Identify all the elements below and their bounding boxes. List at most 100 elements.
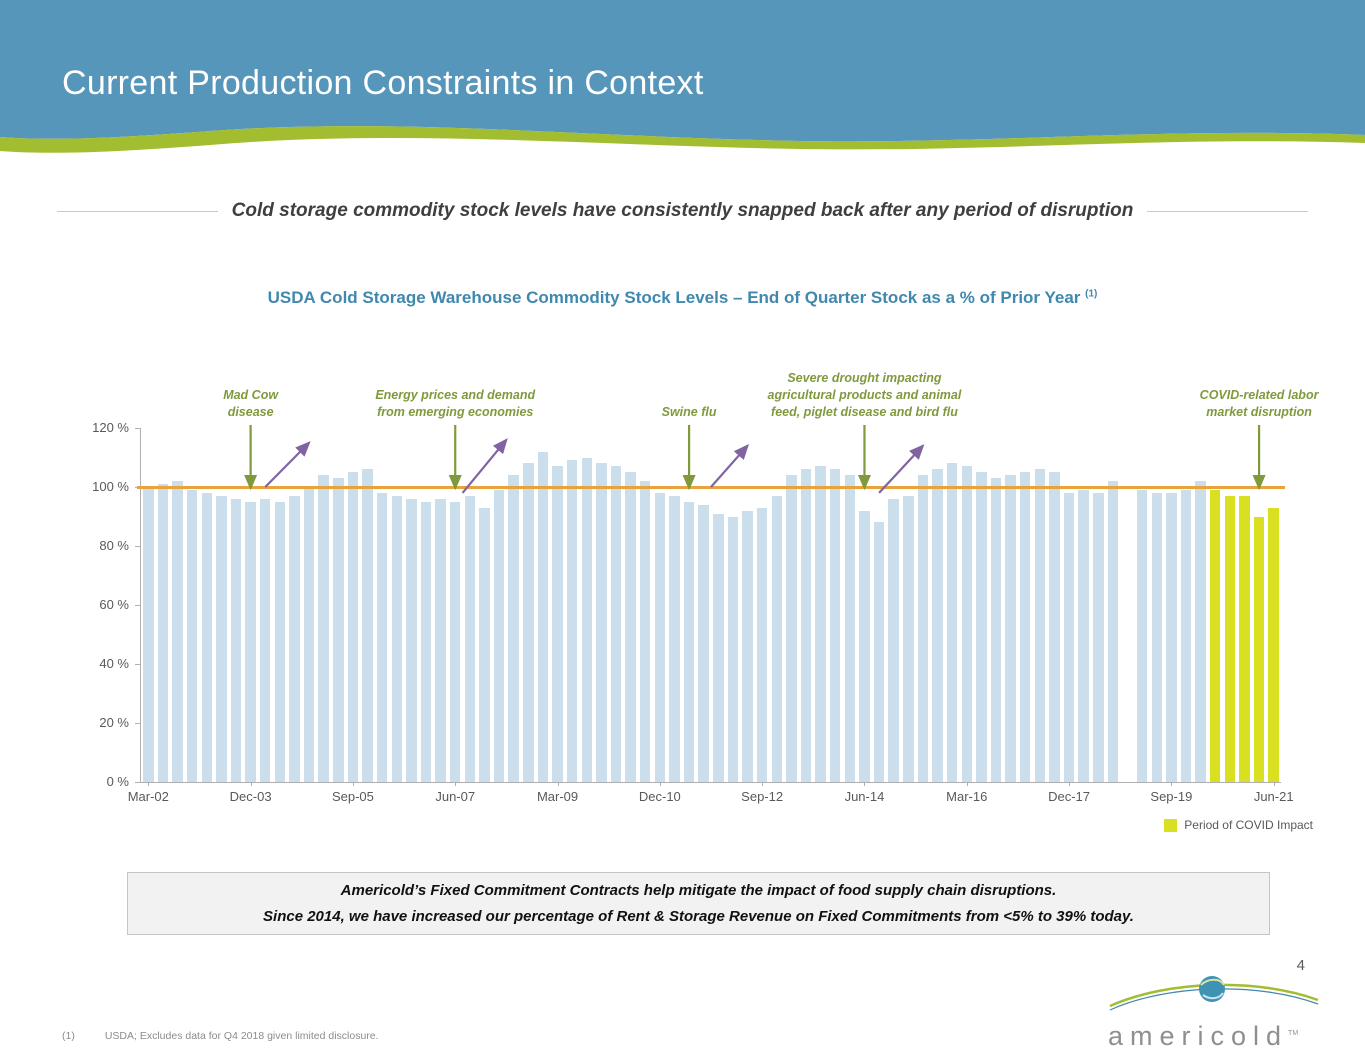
annotation-note: Mad Cow disease xyxy=(121,387,381,421)
subtitle-rule-left xyxy=(57,210,218,212)
header-wave-graphic xyxy=(0,0,1365,153)
bar-Sep-11 xyxy=(698,504,709,782)
bar-Dec-04 xyxy=(303,487,315,782)
bar-Dec-17 xyxy=(1063,492,1075,782)
bar-Jun-15 xyxy=(917,475,929,782)
bar-Mar-05 xyxy=(318,475,329,782)
bar-Jun-05 xyxy=(333,478,344,782)
x-tick-mark xyxy=(762,782,764,786)
bar-Dec-10 xyxy=(654,492,666,782)
bar-Jun-07 xyxy=(449,501,461,782)
bar-Mar-08 xyxy=(493,489,505,782)
logo-wordmark: americoldTM xyxy=(1108,1021,1320,1052)
x-tick-label: Sep-19 xyxy=(1150,789,1193,804)
x-tick-mark xyxy=(148,782,150,786)
bar-Jun-02 xyxy=(157,484,169,782)
bar-Mar-02 xyxy=(143,487,154,782)
y-tick-label: 100 % xyxy=(92,479,129,494)
y-tick-mark xyxy=(135,605,141,606)
bar-Mar-20 xyxy=(1195,481,1206,782)
bar-Dec-20 xyxy=(1239,495,1250,782)
bar-Mar-11 xyxy=(669,495,680,782)
bar-Jun-21 xyxy=(1268,507,1279,782)
recovery-arrow xyxy=(710,444,749,488)
bar-Sep-19 xyxy=(1166,492,1177,782)
annotation-note-line: Mad Cow xyxy=(223,388,279,403)
bar-Dec-15 xyxy=(946,463,958,782)
footnote-text: USDA; Excludes data for Q4 2018 given li… xyxy=(104,1030,379,1042)
reference-line-100pct xyxy=(137,485,1285,489)
annotation-note-line: from emerging economies xyxy=(377,405,534,420)
bar-Mar-12 xyxy=(727,516,739,782)
chart-title-text: USDA Cold Storage Warehouse Commodity St… xyxy=(267,288,1081,307)
x-tick-mark xyxy=(1171,782,1173,786)
page-number: 4 xyxy=(1296,957,1305,974)
x-tick-label: Mar-16 xyxy=(946,789,988,804)
annotation-note-line: Severe drought impacting xyxy=(787,371,942,386)
bar-Sep-15 xyxy=(932,469,943,782)
x-tick-label: Jun-21 xyxy=(1253,789,1294,804)
bar-Sep-02 xyxy=(172,481,183,782)
bar-Dec-03 xyxy=(245,501,256,782)
bar-Dec-07 xyxy=(479,507,490,782)
bar-Jun-16 xyxy=(976,472,987,782)
bar-Mar-07 xyxy=(435,498,446,782)
bar-Sep-17 xyxy=(1049,472,1060,782)
header-banner: Current Production Constraints in Contex… xyxy=(0,0,1365,170)
chart-title: USDA Cold Storage Warehouse Commodity St… xyxy=(0,288,1365,308)
bar-Sep-03 xyxy=(230,498,242,782)
bar-Sep-09 xyxy=(581,457,593,782)
bar-Jun-06 xyxy=(391,495,403,782)
y-tick-label: 0 % xyxy=(106,774,129,789)
bar-Sep-05 xyxy=(347,472,359,782)
annotation-note: COVID-related labor market disruption xyxy=(1129,387,1365,421)
bar-Sep-14 xyxy=(873,522,885,782)
y-tick-label: 20 % xyxy=(99,715,129,730)
y-tick-label: 80 % xyxy=(99,538,129,553)
x-tick-label: Dec-17 xyxy=(1048,789,1091,804)
y-tick-label: 120 % xyxy=(92,420,129,435)
annotation-note: Severe drought impacting agricultural pro… xyxy=(734,370,994,421)
bar-Jun-12 xyxy=(742,510,753,782)
covid-legend-label: Period of COVID Impact xyxy=(1184,818,1313,832)
logo-wordmark-text: americold xyxy=(1108,1021,1289,1051)
subtitle-rule-right xyxy=(1147,210,1309,212)
x-tick-mark xyxy=(1273,782,1275,786)
chart-legend: Period of COVID Impact xyxy=(1164,818,1313,832)
subtitle-text: Cold storage commodity stock levels have… xyxy=(231,200,1134,221)
bar-Sep-16 xyxy=(990,478,1002,782)
x-tick-label: Jun-07 xyxy=(435,789,476,804)
annotation-note: Swine flu xyxy=(559,404,819,421)
bar-Dec-16 xyxy=(1005,475,1016,782)
x-tick-mark xyxy=(455,782,457,786)
bar-Sep-10 xyxy=(639,481,651,782)
bar-Dec-08 xyxy=(537,451,549,782)
bar-Dec-09 xyxy=(596,463,607,782)
bar-Mar-16 xyxy=(961,466,973,782)
bar-Dec-02 xyxy=(186,489,198,782)
annotation-note-line: agricultural products and animal xyxy=(767,388,962,403)
bar-Sep-08 xyxy=(523,463,534,782)
x-tick-label: Sep-05 xyxy=(331,789,374,804)
annotation-note-line: COVID-related labor xyxy=(1199,388,1319,403)
bar-Dec-12 xyxy=(771,495,783,782)
annotation-layer: Mad Cow disease Energy prices and demand fr… xyxy=(141,343,1318,424)
chart-title-footnote-ref: (1) xyxy=(1085,288,1098,300)
bar-Mar-10 xyxy=(610,466,622,782)
annotation-note: Energy prices and demand from emerging ec… xyxy=(325,387,585,421)
bar-Sep-07 xyxy=(464,495,476,782)
bar-Jun-17 xyxy=(1034,469,1046,782)
bar-Jun-03 xyxy=(216,495,227,782)
x-tick-label: Mar-09 xyxy=(536,789,579,804)
annotation-note-line: disease xyxy=(227,405,274,420)
callout-line-1: Americold’s Fixed Commitment Contracts h… xyxy=(340,882,1057,899)
page-title: Current Production Constraints in Contex… xyxy=(62,64,704,102)
logo-graphic xyxy=(1109,976,1319,1011)
x-tick-mark xyxy=(966,782,968,786)
annotation-note-line: Swine flu xyxy=(661,405,717,420)
bar-Dec-13 xyxy=(829,469,841,782)
bar-Mar-03 xyxy=(201,492,213,782)
x-tick-label: Sep-12 xyxy=(741,789,784,804)
stock-levels-bar-chart: Mad Cow disease Energy prices and demand fr… xyxy=(92,371,1318,832)
y-tick-mark xyxy=(135,723,141,724)
